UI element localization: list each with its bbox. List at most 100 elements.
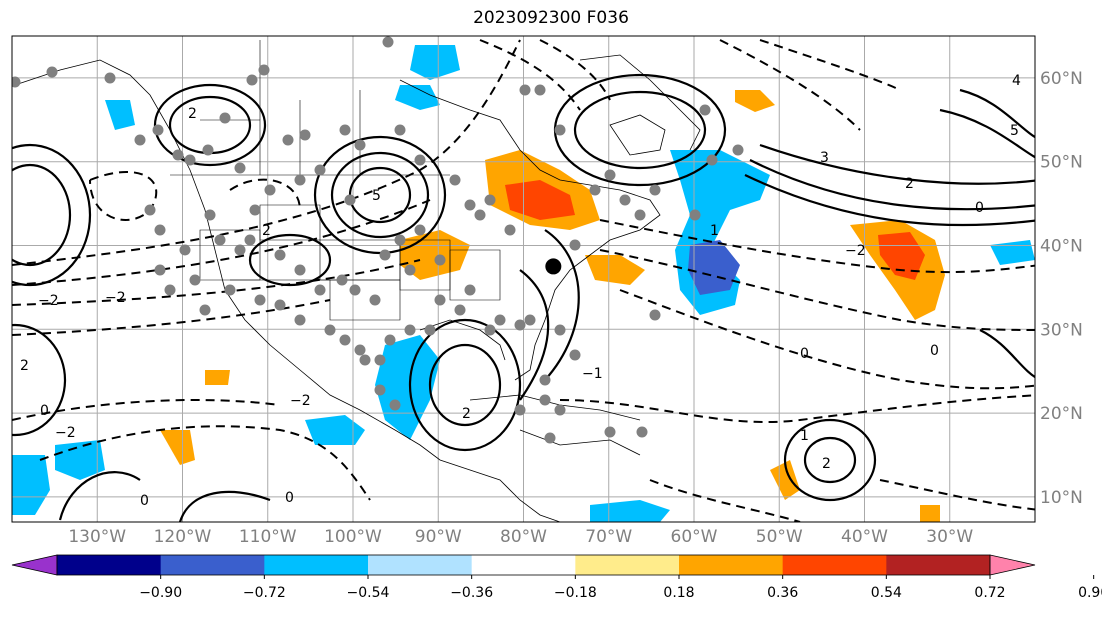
observation-dot xyxy=(274,249,286,261)
svg-text:0: 0 xyxy=(975,200,984,216)
colorbar-tick-label: 0.90 xyxy=(1078,585,1102,601)
longitude-label: 130°W xyxy=(68,527,126,547)
observation-dot xyxy=(382,36,394,48)
marked-location xyxy=(545,258,562,275)
observation-dot xyxy=(404,324,416,336)
latitude-tick-labels: 60°N 50°N 40°N 30°N 20°N 10°N xyxy=(1040,69,1083,508)
observation-dot xyxy=(339,124,351,136)
observation-dot xyxy=(264,184,276,196)
observation-dot xyxy=(354,344,366,356)
colorbar-frame xyxy=(56,554,991,576)
longitude-label: 40°W xyxy=(841,527,888,547)
observation-dot xyxy=(539,374,551,386)
colorbar-segment xyxy=(160,555,265,575)
svg-text:−1: −1 xyxy=(582,366,603,382)
svg-text:0: 0 xyxy=(285,490,294,506)
observation-markers xyxy=(12,36,744,444)
observation-dot xyxy=(389,399,401,411)
latitude-label: 30°N xyxy=(1040,320,1083,340)
observation-dot xyxy=(324,324,336,336)
observation-dot xyxy=(539,394,551,406)
observation-dot xyxy=(369,294,381,306)
observation-dot xyxy=(354,139,366,151)
colorbar-tick-label: 0.54 xyxy=(871,585,902,601)
observation-dot xyxy=(706,154,718,166)
observation-dot xyxy=(404,264,416,276)
observation-dot xyxy=(199,304,211,316)
observation-dot xyxy=(484,324,496,336)
colorbar-segment xyxy=(782,555,887,575)
observation-dot xyxy=(219,112,231,124)
observation-dot xyxy=(554,324,566,336)
colorbar-tick-label: −0.72 xyxy=(243,585,286,601)
colorbar-tick-label: −0.36 xyxy=(450,585,493,601)
observation-dot xyxy=(314,284,326,296)
observation-dot xyxy=(189,274,201,286)
svg-text:0: 0 xyxy=(800,346,809,362)
longitude-label: 30°W xyxy=(926,527,973,547)
observation-dot xyxy=(234,162,246,174)
observation-dot xyxy=(394,234,406,246)
colorbar-tick-label: 0.18 xyxy=(663,585,694,601)
observation-dot xyxy=(258,64,270,76)
negative-contours xyxy=(12,39,1035,522)
observation-dot xyxy=(569,239,581,251)
observation-dot xyxy=(339,334,351,346)
observation-dot xyxy=(424,324,436,336)
observation-dot xyxy=(554,404,566,416)
observation-dot xyxy=(164,284,176,296)
svg-text:1: 1 xyxy=(710,223,719,239)
observation-dot xyxy=(414,154,426,166)
observation-dot xyxy=(649,184,661,196)
map-title: 2023092300 F036 xyxy=(473,8,629,28)
positive-contours xyxy=(12,73,1035,522)
svg-text:5: 5 xyxy=(372,188,381,204)
observation-dot xyxy=(524,314,536,326)
observation-dot xyxy=(204,209,216,221)
observation-dot xyxy=(504,224,516,236)
observation-dot xyxy=(234,244,246,256)
svg-text:5: 5 xyxy=(1010,123,1019,139)
observation-dot xyxy=(379,249,391,261)
observation-dot xyxy=(464,284,476,296)
observation-dot xyxy=(636,426,648,438)
observation-dot xyxy=(274,299,286,311)
svg-text:−2: −2 xyxy=(55,425,76,441)
longitude-label: 90°W xyxy=(415,527,462,547)
observation-dot xyxy=(699,104,711,116)
longitude-label: 70°W xyxy=(585,527,632,547)
colorbar-segment xyxy=(57,555,162,575)
svg-text:2: 2 xyxy=(262,223,271,239)
observation-dot xyxy=(589,184,601,196)
observation-dot xyxy=(254,294,266,306)
svg-text:−2: −2 xyxy=(290,393,311,409)
colorbar-segment xyxy=(368,555,473,575)
observation-dot xyxy=(336,274,348,286)
svg-text:−2: −2 xyxy=(845,243,866,259)
observation-dot xyxy=(294,174,306,186)
latitude-label: 20°N xyxy=(1040,404,1083,424)
svg-text:2: 2 xyxy=(822,456,831,472)
observation-dot xyxy=(104,72,116,84)
colorbar-tick-label: 0.72 xyxy=(974,585,1005,601)
svg-text:−2: −2 xyxy=(105,290,126,306)
observation-dot xyxy=(154,224,166,236)
graticule xyxy=(12,36,1035,522)
observation-dot xyxy=(449,174,461,186)
observation-dot xyxy=(434,254,446,266)
observation-dot xyxy=(202,144,214,156)
colorbar-extend-high xyxy=(989,554,1036,576)
observation-dot xyxy=(434,294,446,306)
observation-dot xyxy=(554,124,566,136)
observation-dot xyxy=(246,74,258,86)
observation-dot xyxy=(494,314,506,326)
observation-dot xyxy=(474,209,486,221)
longitude-label: 120°W xyxy=(154,527,212,547)
observation-dot xyxy=(294,264,306,276)
observation-dot xyxy=(214,234,226,246)
colorbar-segment xyxy=(471,555,576,575)
svg-text:2: 2 xyxy=(462,406,471,422)
colorbar-tick-label: −0.90 xyxy=(139,585,182,601)
observation-dot xyxy=(454,304,466,316)
observation-dot xyxy=(619,194,631,206)
